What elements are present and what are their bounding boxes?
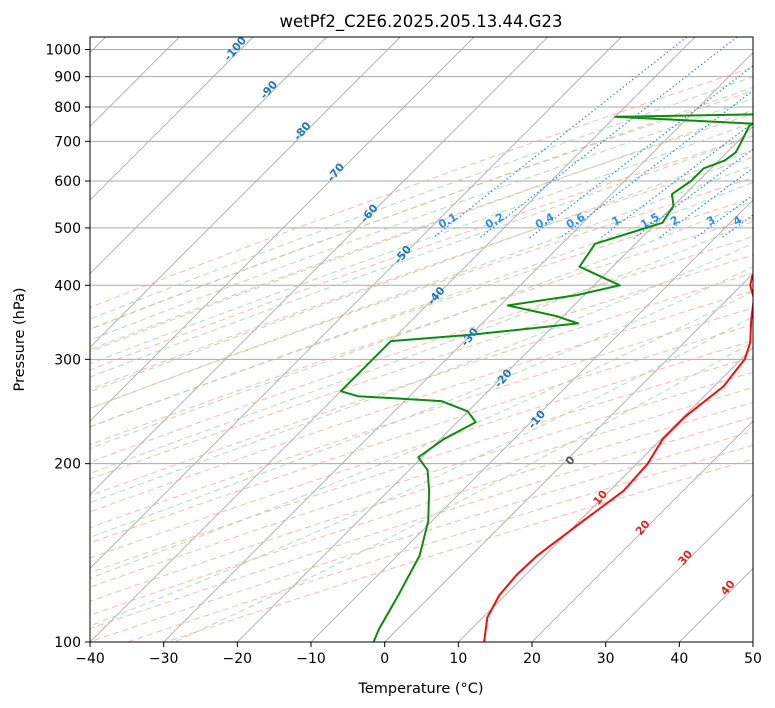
isotherm-line — [90, 37, 254, 201]
y-tick-label: 800 — [54, 100, 81, 116]
x-tick-label: −40 — [75, 651, 105, 667]
moist-adiabat-label: -90 — [257, 78, 280, 102]
isotherm-line — [90, 37, 327, 275]
x-tick-label: 50 — [744, 651, 762, 667]
moist-adiabat-label: -80 — [291, 119, 314, 143]
isotherm-line — [752, 641, 753, 642]
y-axis-title: Pressure (hPa) — [12, 287, 28, 391]
dry-adiabat-label: 40 — [718, 577, 738, 597]
moist-adiabat-line — [90, 109, 753, 353]
x-tick-label: −20 — [223, 651, 253, 667]
y-tick-label: 900 — [54, 70, 81, 86]
line-labels: 0.10.20.40.611.52346810131620253036-100-… — [221, 34, 775, 598]
y-axis-ticks: 1000 900 800 700 600 500 400 300 200 100 — [45, 43, 90, 651]
x-axis-ticks: −40 −30 −20 −10 0 10 20 30 40 50 — [75, 642, 762, 667]
isotherm-line — [163, 52, 753, 642]
dry-adiabat-line — [90, 254, 753, 480]
y-tick-label: 500 — [54, 221, 81, 237]
isotherm-line — [90, 37, 622, 569]
x-tick-label: 10 — [449, 651, 467, 667]
mixing-ratio-label: 6 — [770, 213, 775, 228]
y-tick-label: 300 — [54, 352, 81, 368]
moist-adiabat-line — [90, 164, 753, 409]
y-tick-label: 1000 — [45, 43, 81, 59]
moist-adiabat-label: -10 — [525, 407, 548, 431]
moist-adiabat-line — [90, 86, 753, 330]
plot-frame — [89, 36, 754, 643]
x-axis-title: Temperature (°C) — [357, 681, 483, 697]
dry-adiabat-line — [90, 340, 753, 559]
mixing-ratio-line — [658, 167, 753, 239]
moist-adiabat-line — [90, 290, 753, 579]
isotherm-line — [90, 37, 475, 422]
dry-adiabat-line — [90, 401, 753, 616]
background-lines — [90, 37, 775, 642]
mixing-ratio-line — [559, 89, 753, 239]
mixing-ratio-label: 3 — [704, 213, 717, 228]
dry-adiabat-label: 20 — [633, 517, 653, 537]
mixing-ratio-line — [633, 148, 753, 239]
x-tick-label: −30 — [149, 651, 179, 667]
temperature-line — [483, 273, 753, 642]
moist-adiabat-label: -30 — [458, 325, 481, 349]
moist-adiabat-line — [90, 76, 753, 320]
moist-adiabat-line — [90, 220, 753, 474]
dry-adiabat-label: 30 — [675, 547, 695, 567]
dry-adiabat-line — [90, 290, 753, 513]
y-tick-label: 700 — [54, 134, 81, 150]
y-tick-label: 100 — [54, 635, 81, 651]
mixing-ratio-line — [760, 37, 775, 238]
x-tick-label: 30 — [597, 651, 615, 667]
x-tick-label: 20 — [523, 651, 541, 667]
moist-adiabat-line — [90, 135, 753, 378]
isotherm-line — [90, 37, 401, 348]
x-tick-label: 40 — [670, 651, 688, 667]
dry-adiabat-line — [90, 156, 753, 390]
y-tick-label: 600 — [54, 174, 81, 190]
isotherm-line — [90, 37, 548, 496]
chart-title: wetPf2_C2E6.2025.205.13.44.G23 — [279, 12, 562, 32]
dewpoint-line — [339, 113, 753, 642]
dry-adiabat-line — [90, 66, 753, 309]
mixing-ratio-line — [432, 37, 688, 239]
dry-adiabat-line — [90, 356, 753, 574]
moist-adiabat-line — [90, 316, 753, 627]
moist-adiabat-label: 0 — [563, 453, 578, 467]
dry-adiabat-line — [90, 307, 753, 529]
isotherm-line — [679, 567, 753, 642]
mixing-ratio-label: 2 — [668, 213, 681, 228]
dry-adiabat-label: 10 — [590, 487, 610, 507]
dry-adiabat-line — [90, 177, 753, 409]
x-tick-label: 0 — [380, 651, 389, 667]
moist-adiabat-label: -100 — [221, 34, 249, 64]
isotherm-line — [605, 494, 753, 642]
y-tick-label: 400 — [54, 278, 81, 294]
isotherm-line — [531, 420, 753, 642]
y-tick-label: 200 — [54, 457, 81, 473]
isotherm-line — [237, 125, 753, 642]
series-layer — [339, 113, 753, 642]
moist-adiabat-line — [90, 200, 753, 449]
moist-adiabat-label: -20 — [492, 366, 515, 390]
isotherm-line — [458, 346, 753, 642]
dry-adiabat-line — [90, 217, 753, 446]
dry-adiabat-line — [90, 386, 753, 602]
x-tick-label: −10 — [296, 651, 326, 667]
moist-adiabat-label: -60 — [358, 201, 381, 225]
isotherm-line — [384, 273, 753, 642]
isotherm-line — [90, 37, 696, 642]
isotherm-line — [310, 199, 753, 642]
